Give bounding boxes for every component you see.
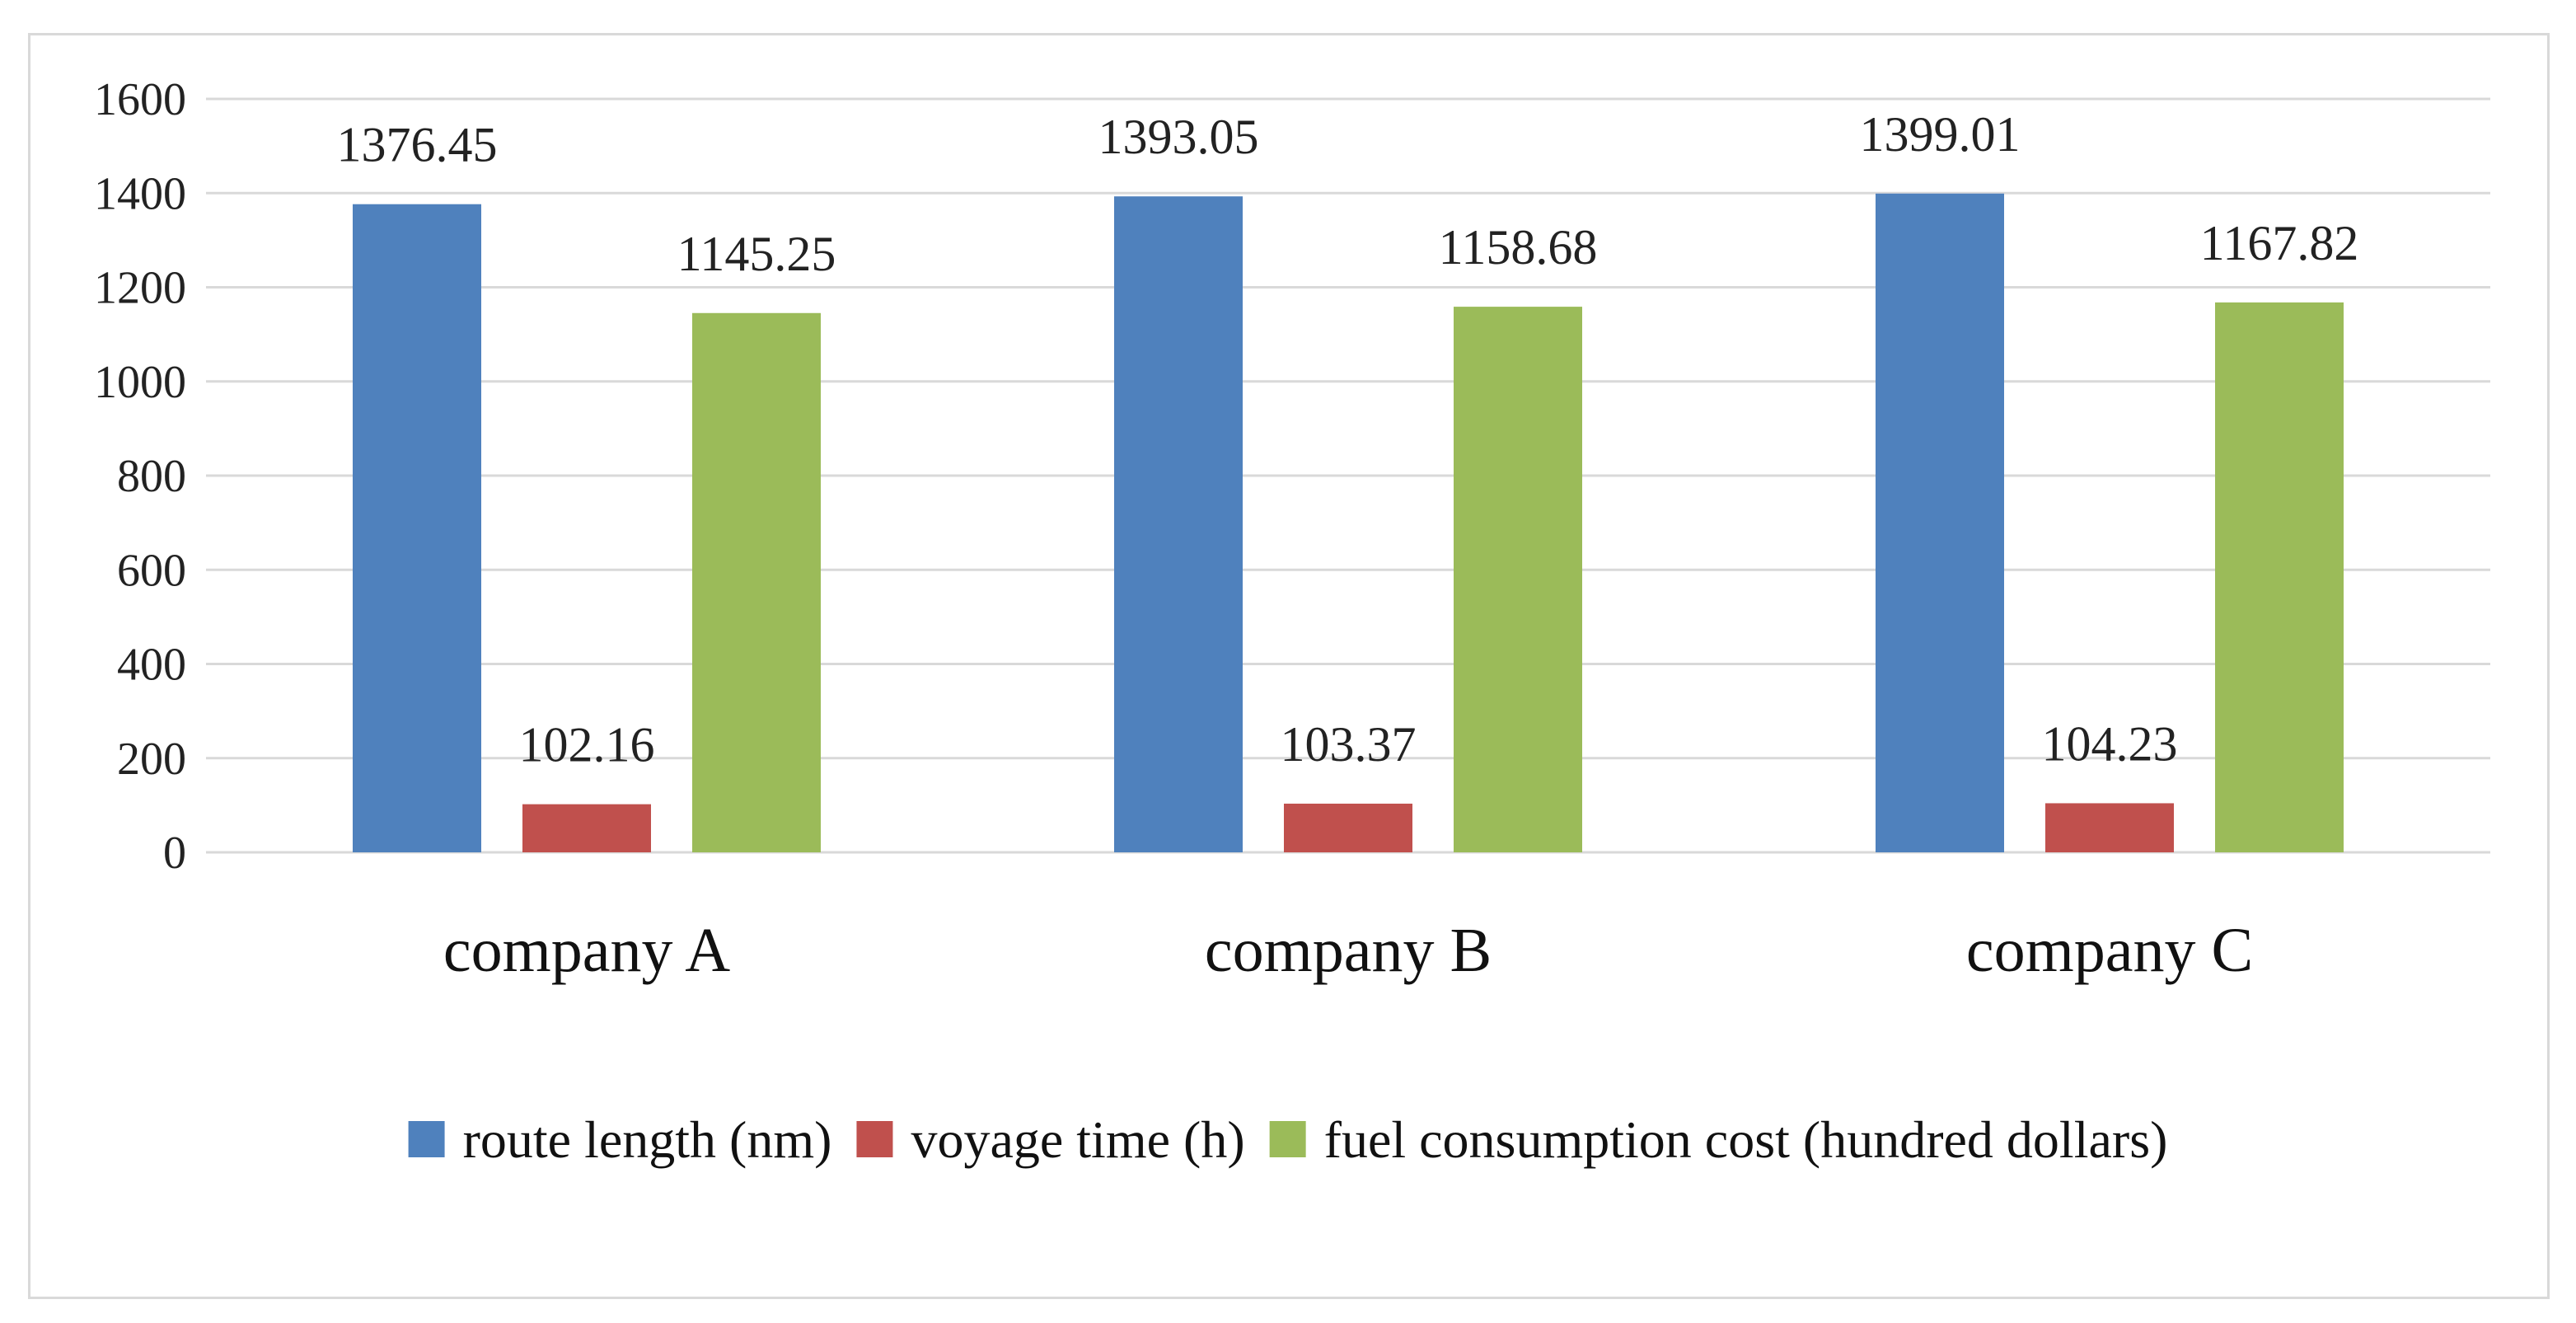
category-label: company A: [443, 916, 730, 985]
bar-1-3: [1876, 193, 2004, 852]
legend-swatch: [408, 1121, 445, 1157]
y-tick-label: 400: [117, 640, 186, 691]
data-label: 104.23: [2042, 716, 2178, 771]
data-label: 1393.05: [1098, 110, 1259, 164]
y-tick-label: 1400: [94, 168, 186, 219]
x-axis-categories: company A company B company C: [443, 916, 2253, 985]
bar-3-1: [692, 312, 821, 852]
y-tick-label: 200: [117, 734, 186, 785]
bar-3-3: [2215, 302, 2344, 852]
data-label: 1145.25: [677, 227, 836, 281]
bar-1-1: [353, 204, 481, 852]
data-label: 1167.82: [2200, 216, 2359, 270]
y-tick-label: 600: [117, 545, 186, 596]
category-label: company B: [1205, 916, 1492, 985]
data-label: 102.16: [519, 718, 655, 772]
y-axis-ticks: 0 200 400 600 800 1000 1200 1400 1600: [94, 74, 186, 879]
bar-2-2: [1284, 803, 1412, 852]
legend: route length (nm) voyage time (h) fuel con…: [408, 1110, 2168, 1169]
bar-2-3: [2045, 803, 2174, 852]
legend-swatch: [1269, 1121, 1306, 1157]
legend-swatch: [856, 1121, 893, 1157]
legend-label: voyage time (h): [911, 1110, 1244, 1169]
y-tick-label: 1200: [94, 263, 186, 314]
legend-label: fuel consumption cost (hundred dollars): [1324, 1110, 2168, 1169]
y-tick-label: 800: [117, 451, 186, 502]
data-label: 1158.68: [1439, 220, 1598, 274]
legend-label: route length (nm): [463, 1110, 832, 1169]
bars: [353, 193, 2344, 852]
bar-2-1: [522, 804, 651, 852]
data-labels: 1376.45 102.16 1145.25 1393.05 103.37 1158.68…: [337, 107, 2359, 772]
bar-3-2: [1454, 307, 1582, 852]
category-label: company C: [1966, 916, 2253, 985]
bar-1-2: [1114, 196, 1243, 852]
data-label: 1376.45: [337, 118, 498, 172]
y-tick-label: 0: [163, 828, 186, 879]
data-label: 103.37: [1281, 717, 1417, 772]
y-tick-label: 1000: [94, 357, 186, 408]
y-tick-label: 1600: [94, 74, 186, 125]
data-label: 1399.01: [1860, 107, 2021, 162]
